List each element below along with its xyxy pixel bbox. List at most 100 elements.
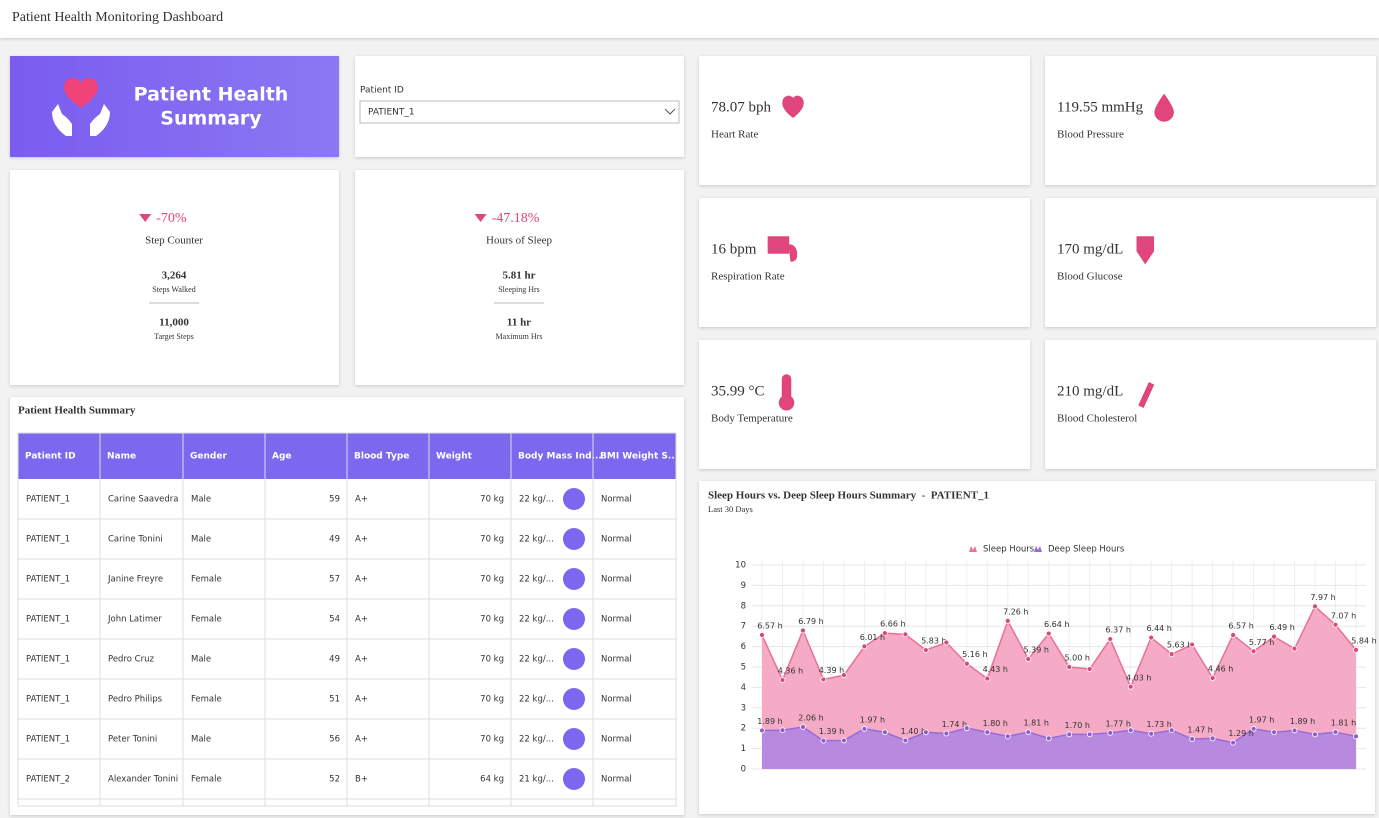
cell: PATIENT_1	[26, 615, 70, 625]
data-label: 6.66 h	[880, 620, 905, 629]
point	[841, 737, 847, 744]
cell: 59	[329, 495, 340, 505]
data-label: 1.77 h	[1105, 719, 1130, 728]
y-tick-label: 4	[741, 683, 746, 693]
vital-icon	[1154, 93, 1174, 122]
cell: 22 kg/...	[519, 615, 554, 625]
point	[800, 627, 806, 634]
point	[1086, 731, 1093, 738]
cell: Normal	[601, 575, 632, 585]
cell: John Latimer	[107, 615, 162, 625]
cell: 54	[329, 615, 340, 625]
column-header: Blood Type	[354, 452, 409, 462]
cell: 51	[329, 695, 340, 705]
point	[1066, 731, 1073, 738]
dropdown[interactable]	[359, 100, 680, 124]
point	[1189, 736, 1196, 742]
data-label: 4.39 h	[819, 666, 844, 675]
dropdown-value: PATIENT_1	[368, 108, 415, 118]
cell: PATIENT_1	[26, 535, 70, 545]
data-label: 1.40 h	[901, 727, 926, 736]
data-label: 6.79 h	[798, 617, 823, 626]
cell: 70 kg	[480, 695, 504, 705]
cell: 49	[329, 535, 340, 545]
cell: Carine Saavedra	[108, 495, 179, 505]
data-label: 7.26 h	[1003, 607, 1028, 616]
point	[1189, 641, 1196, 648]
cell: A+	[355, 655, 368, 665]
data-label: 4.46 h	[1208, 665, 1233, 674]
data-label: 6.57 h	[1228, 621, 1253, 630]
card	[1045, 340, 1376, 469]
point	[1066, 664, 1073, 670]
point	[922, 647, 929, 653]
legend-marker	[1034, 546, 1042, 552]
data-label: 2.06 h	[798, 713, 823, 722]
chart-subtitle: Last 30 Days	[708, 504, 753, 514]
y-tick-label: 0	[741, 765, 746, 775]
cell: Female	[191, 775, 222, 785]
banner	[10, 56, 339, 157]
column-header: Body Mass Ind...	[518, 452, 602, 462]
point	[943, 639, 950, 646]
point	[779, 677, 786, 683]
cell: 70 kg	[480, 495, 504, 505]
cell: 64 kg	[480, 775, 504, 785]
cell: PATIENT_1	[26, 495, 70, 505]
point	[1107, 729, 1114, 736]
data-label: 6.01 h	[860, 633, 885, 642]
point	[984, 729, 991, 736]
cell: Normal	[601, 655, 632, 665]
card	[10, 170, 339, 385]
cell: 70 kg	[480, 655, 504, 665]
vital-value: 78.07 bph	[711, 99, 772, 115]
cell: 22 kg/...	[519, 735, 554, 745]
filter-label: Patient ID	[360, 86, 404, 96]
page-title: Patient Health Monitoring Dashboard	[12, 10, 223, 25]
point	[963, 725, 970, 732]
data-label: 6.49 h	[1269, 623, 1294, 632]
cell: 22 kg/...	[519, 695, 554, 705]
point	[1353, 646, 1359, 653]
bmi-indicator	[563, 648, 585, 670]
data-label: 1.39 h	[819, 727, 844, 736]
data-label: 6.44 h	[1146, 624, 1171, 633]
vital-value: 210 mg/dL	[1057, 383, 1123, 399]
cell: Male	[191, 655, 211, 665]
cell: 52	[329, 775, 340, 785]
column-header: Weight	[436, 452, 473, 462]
vital-label: Blood Glucose	[1057, 271, 1123, 283]
point	[1004, 617, 1011, 624]
vital-label: Blood Pressure	[1057, 129, 1124, 141]
data-label: 5.39 h	[1024, 646, 1049, 655]
point	[1353, 733, 1359, 740]
vital-icon	[782, 95, 804, 118]
data-label: 1.89 h	[1290, 717, 1315, 726]
column-header: Gender	[190, 452, 227, 462]
legend-label: Sleep Hours	[983, 545, 1035, 555]
down-arrow	[474, 214, 487, 222]
vital-icon	[778, 374, 795, 411]
cell: Normal	[601, 695, 632, 705]
bmi-indicator	[563, 688, 585, 710]
bmi-indicator	[563, 568, 585, 590]
change-value: -70%	[156, 211, 187, 226]
line	[761, 726, 1357, 744]
bmi-indicator	[563, 488, 585, 510]
cell: A+	[355, 495, 368, 505]
data-label: 4.36 h	[778, 667, 803, 676]
card	[699, 198, 1030, 327]
cell: PATIENT_1	[26, 735, 70, 745]
heart-icon	[64, 78, 98, 108]
down-arrow	[139, 214, 152, 222]
cell: B+	[355, 775, 368, 785]
point	[1148, 634, 1155, 641]
cell: Female	[191, 615, 222, 625]
point	[1230, 739, 1237, 746]
point	[1209, 675, 1216, 681]
data-label: 1.80 h	[983, 719, 1008, 728]
stat-value: 11 hr	[507, 317, 531, 329]
cell: Male	[191, 495, 211, 505]
point	[1127, 727, 1134, 734]
data-label: 1.81 h	[1331, 719, 1356, 728]
